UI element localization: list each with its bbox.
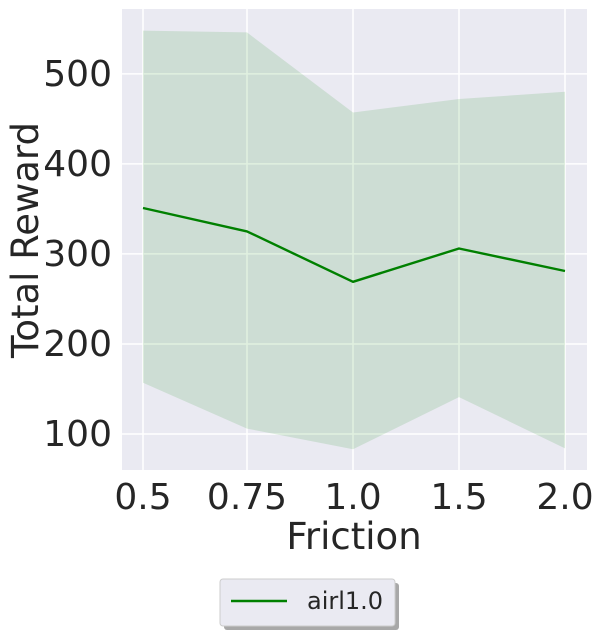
x-tick-labels: 0.5 0.75 1.0 1.5 2.0 (114, 477, 593, 518)
y-tick-label-3: 400 (43, 144, 112, 185)
plot-background (122, 9, 587, 470)
x-tick-label-1: 0.75 (207, 477, 287, 518)
y-tick-label-2: 300 (43, 234, 112, 275)
legend-box (219, 578, 396, 627)
grid (122, 9, 587, 470)
y-tick-label-0: 100 (43, 414, 112, 455)
x-tick-label-0: 0.5 (114, 477, 171, 518)
x-tick-label-3: 1.5 (430, 477, 487, 518)
legend-label: airl1.0 (307, 587, 383, 615)
x-tick-label-2: 1.0 (324, 477, 381, 518)
x-tick-label-4: 2.0 (536, 477, 593, 518)
legend: airl1.0 (219, 578, 399, 630)
series-line (142, 206, 566, 283)
y-tick-labels: 100 200 300 400 500 (43, 54, 112, 455)
x-axis-label: Friction (286, 515, 421, 558)
y-tick-label-1: 200 (43, 324, 112, 365)
confidence-band (143, 30, 565, 450)
y-axis-label: Total Reward (4, 122, 47, 359)
y-tick-label-4: 500 (43, 54, 112, 95)
